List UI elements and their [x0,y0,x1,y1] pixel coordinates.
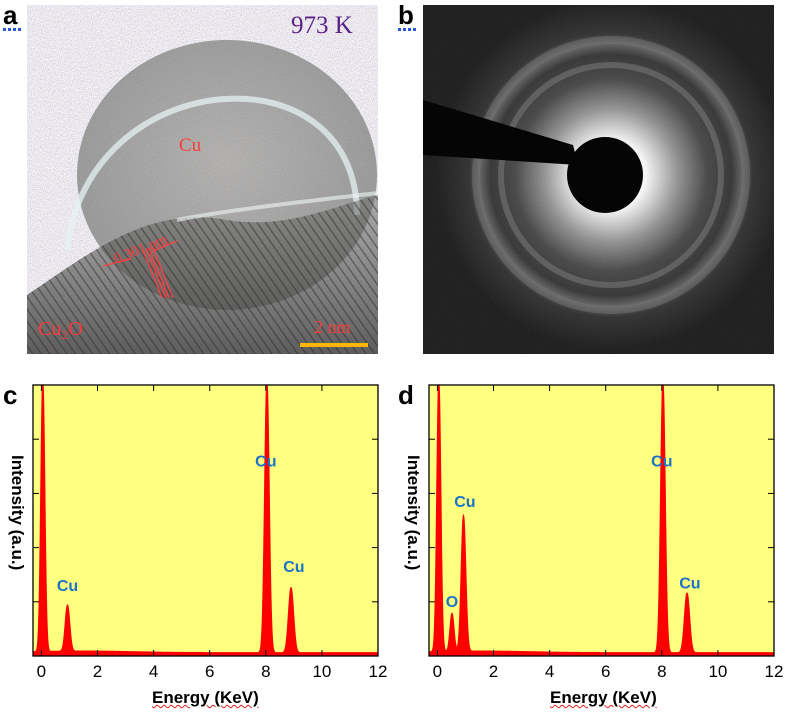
x-tick-label: 12 [765,662,784,681]
peak-label: Cu [255,453,276,470]
peak-label: Cu [454,494,475,511]
peak-label: Cu [651,453,672,470]
beam-stopper [567,137,643,213]
peak-label: Cu [679,575,700,592]
diffraction-graphic [423,5,774,354]
x-tick-label: 8 [657,662,666,681]
eds-spectrum-c: 0 2 4 6 8 10 12 Cu Cu Cu [32,384,388,681]
x-tick-label: 0 [433,662,442,681]
cu2o-label: Cu₂O [38,318,83,340]
spellcheck-squiggle [3,28,21,31]
x-tick-label: 6 [601,662,610,681]
spectrum-line [428,384,774,654]
plot-frame [428,384,775,657]
x-tick-label: 6 [205,662,214,681]
plot-frame [32,384,379,657]
x-tick-label: 4 [545,662,554,681]
x-tick-label: 2 [93,662,102,681]
x-tick-label: 4 [149,662,158,681]
panel-label-a: a [3,0,18,30]
x-tick-label: 12 [369,662,388,681]
cu-particle-label: Cu [179,135,202,156]
spellcheck-squiggle [398,28,416,31]
peak-label: Cu [57,578,78,595]
spectrum-fill [429,385,774,656]
x-tick-label: 10 [708,662,727,681]
lattice-spacing-marker [102,240,178,299]
panel-label-c: c [3,380,18,410]
plot-area [33,385,378,656]
tem-image-graphic: 0.301 nm [27,5,378,354]
x-axis-title: Energy (KeV) [550,688,657,707]
plot-area [429,385,774,656]
x-tick-label: 0 [37,662,46,681]
x-tick-label: 10 [312,662,331,681]
spectrum-line [32,384,378,654]
spectrum-fill [33,385,378,656]
particle-shell [64,95,360,251]
tem-image: 0.301 nm 973 K Cu Cu₂O 2 nm [27,5,378,354]
x-tick-label: 2 [489,662,498,681]
scale-bar [300,343,368,347]
panel-label-d: d [398,380,414,410]
beam-stopper-arm [423,100,578,165]
eds-spectrum-d: 0 2 4 6 8 10 12 Cu O Cu Cu [428,384,784,681]
x-axis-title: Energy (KeV) [152,688,259,707]
x-tick-label: 8 [261,662,270,681]
temperature-label: 973 K [291,12,353,39]
diffraction-pattern-image [423,5,774,354]
panel-label-b: b [398,0,414,30]
scale-bar-label: 2 nm [314,317,351,337]
peak-label: O [446,594,458,611]
peak-label: Cu [283,559,304,576]
